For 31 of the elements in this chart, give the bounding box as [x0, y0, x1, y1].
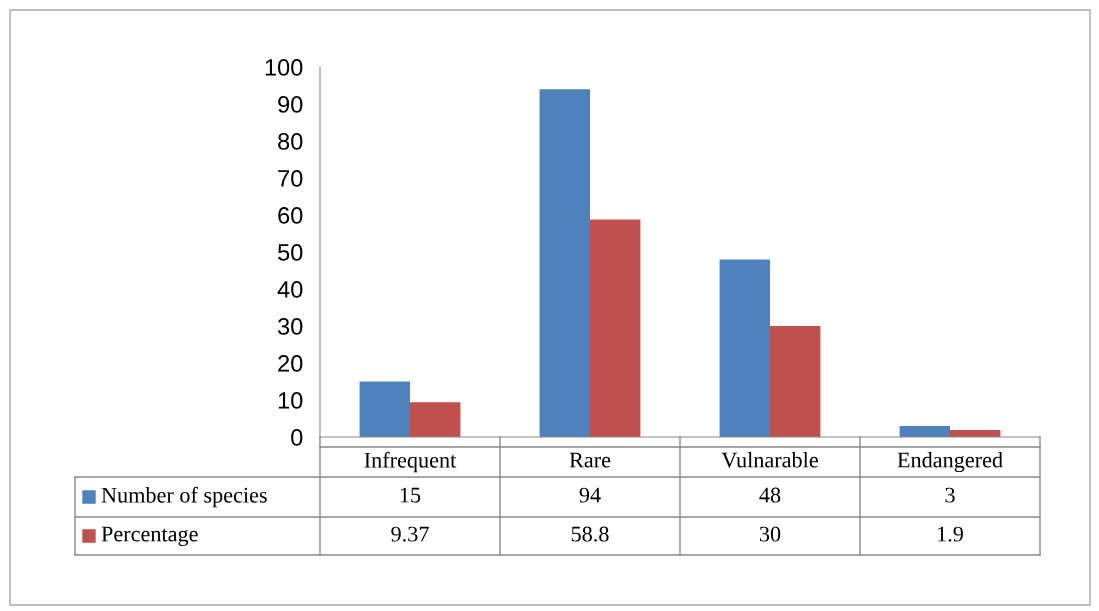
- y-tick-label: 100: [265, 59, 303, 76]
- bar: [359, 381, 410, 437]
- data-label: 30: [759, 526, 781, 542]
- data-label: 3: [945, 487, 955, 503]
- data-label: 94: [579, 487, 601, 503]
- bar: [770, 326, 821, 437]
- y-tick-label: 40: [277, 281, 303, 298]
- y-tick-label: 50: [278, 244, 303, 261]
- data-label: 9.37: [391, 526, 429, 542]
- x-tick-label: Vulnarable: [721, 451, 818, 468]
- legend-label: Number of species: [101, 486, 267, 508]
- legend-label: Percentage: [101, 526, 198, 547]
- x-tick-label: Infrequent: [364, 451, 457, 473]
- y-tick-label: 20: [278, 355, 303, 372]
- bar: [410, 402, 461, 437]
- data-label: 1.9: [938, 526, 963, 542]
- bar: [539, 89, 590, 437]
- y-tick-label: 0: [291, 429, 303, 446]
- y-tick-label: 60: [278, 207, 303, 224]
- y-tick-label: 90: [278, 96, 303, 113]
- y-tick-label: 10: [278, 392, 303, 409]
- data-label: 15: [400, 487, 421, 503]
- bar: [590, 219, 641, 437]
- x-tick-label: Endangered: [897, 451, 1003, 473]
- data-label: 58.8: [571, 526, 609, 542]
- x-tick-label: Rare: [569, 452, 611, 468]
- bar: [719, 259, 770, 437]
- data-label: 48: [759, 487, 781, 503]
- y-tick-label: 80: [278, 133, 303, 150]
- y-tick-label: 70: [278, 170, 303, 187]
- y-tick-label: 30: [277, 318, 303, 335]
